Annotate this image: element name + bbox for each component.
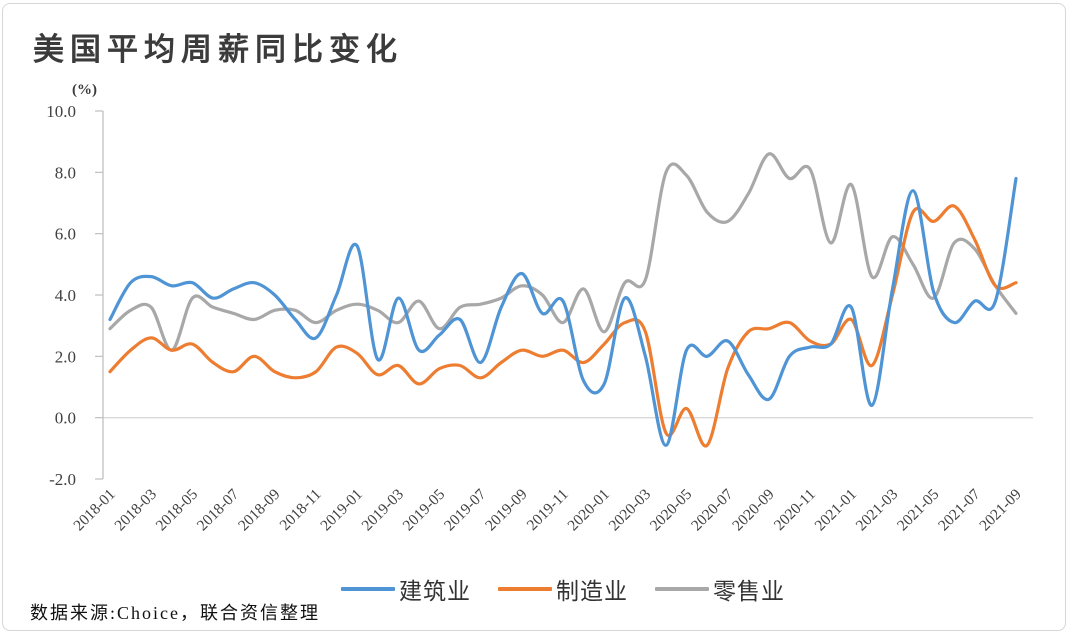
chart-legend: 建筑业 制造业 零售业 [0,572,1080,606]
legend-line-swatch-construction [341,587,395,591]
x-tick-label: 2019-03 [359,486,408,535]
legend-label-construction: 建筑业 [399,579,471,604]
series-line-retail [108,152,1018,352]
x-tick-label: 2020-01 [564,486,613,535]
chart-title: 美国平均周薪同比变化 [33,32,403,67]
x-tick-label: 2021-09 [976,486,1025,535]
x-tick-label: 2019-09 [482,486,531,535]
x-tick-label: 2018-01 [70,486,119,535]
series-line-construction [108,176,1018,447]
legend-line-swatch-manufacturing [498,587,552,591]
x-tick-label: 2021-03 [853,486,902,535]
x-tick-label: 2020-09 [729,486,778,535]
x-tick-label: 2019-11 [524,486,572,534]
y-tick-label: 0.0 [55,409,76,428]
legend-label-retail: 零售业 [713,579,785,604]
x-tick-label: 2018-09 [235,486,284,535]
y-tick-label: 2.0 [55,347,76,366]
x-tick-label: 2020-03 [606,486,655,535]
y-tick-label: 8.0 [55,163,76,182]
x-tick-label: 2019-01 [317,486,366,535]
x-tick-label: 2020-05 [647,486,696,535]
x-tick-label: 2021-05 [894,486,943,535]
source-note: 数据来源:Choice，联合资信整理 [30,603,320,623]
legend-item-manufacturing: 制造业 [498,572,628,606]
x-tick-label: 2019-07 [441,486,490,535]
y-tick-label: 10.0 [46,102,76,121]
x-tick-label: 2020-11 [771,486,819,534]
y-axis-unit-label: (%) [72,82,97,98]
series-line-manufacturing [108,204,1018,448]
legend-item-retail: 零售业 [655,572,785,606]
legend-label-manufacturing: 制造业 [556,579,628,604]
x-tick-label: 2018-05 [153,486,202,535]
y-tick-label: -2.0 [49,470,76,489]
x-tick-label: 2020-07 [688,486,737,535]
x-tick-label: 2021-07 [935,486,984,535]
legend-line-swatch-retail [655,587,709,591]
x-tick-label: 2018-03 [111,486,160,535]
x-tick-label: 2019-05 [400,486,449,535]
x-tick-label: 2021-01 [812,486,861,535]
x-tick-label: 2018-07 [194,486,243,535]
x-tick-label: 2018-11 [277,486,325,534]
legend-item-construction: 建筑业 [341,572,471,606]
y-tick-label: 6.0 [55,225,76,244]
y-tick-label: 4.0 [55,286,76,305]
